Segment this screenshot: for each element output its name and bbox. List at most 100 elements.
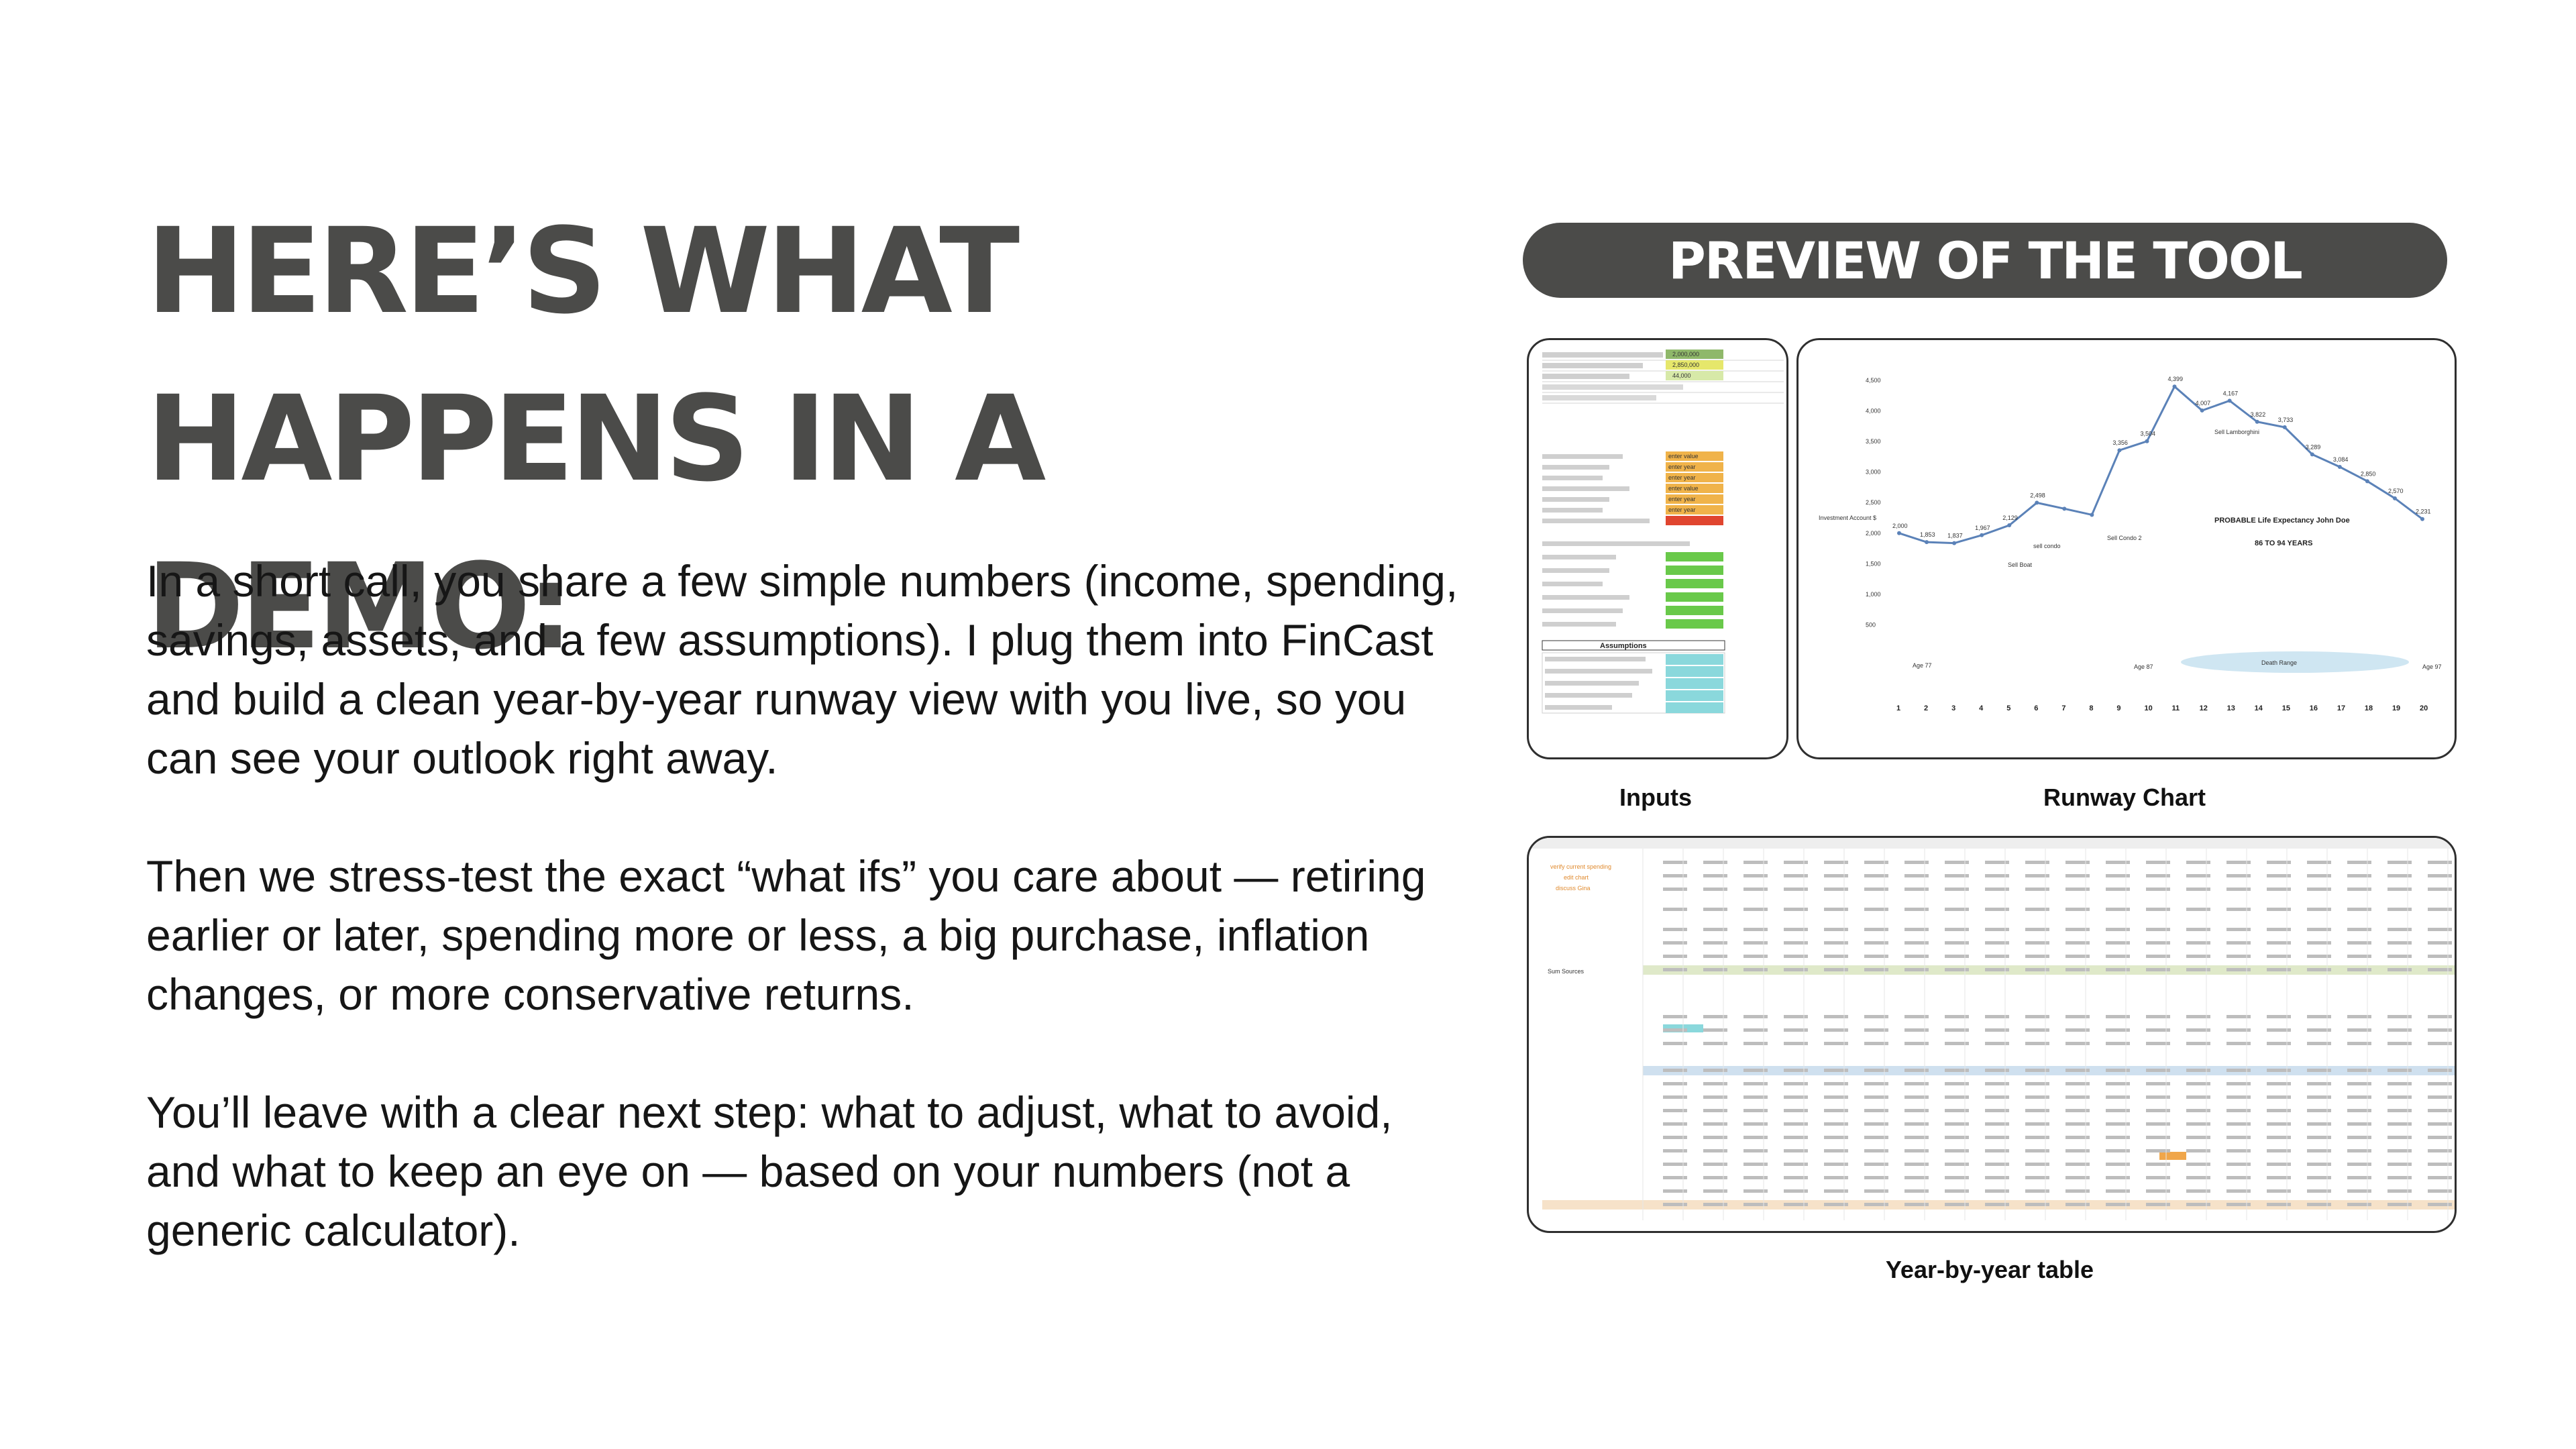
table-cell-shade bbox=[1824, 1082, 1848, 1085]
table-cell-shade bbox=[1703, 1042, 1727, 1045]
table-cell-shade bbox=[2267, 1176, 2291, 1179]
table-cell-shade bbox=[1824, 968, 1848, 971]
table-cell-shade bbox=[2186, 888, 2210, 891]
table-cell-shade bbox=[2387, 941, 2412, 945]
table-cell-shade bbox=[2307, 861, 2331, 864]
table-cell-shade bbox=[1864, 1203, 1888, 1206]
table-cell-shade bbox=[2106, 1149, 2130, 1152]
input-value-3: 44,000 bbox=[1672, 372, 1691, 379]
runway-point bbox=[2337, 465, 2342, 470]
table-cell-shade bbox=[2226, 874, 2251, 877]
table-cell-shade bbox=[2428, 874, 2452, 877]
runway-point bbox=[2310, 452, 2314, 457]
runway-point bbox=[2200, 408, 2204, 413]
table-cell-shade bbox=[2065, 968, 2090, 971]
runway-point bbox=[1952, 541, 1957, 545]
runway-point bbox=[2035, 500, 2039, 505]
table-cell-shade bbox=[2387, 1189, 2412, 1193]
table-cell-shade bbox=[1864, 1069, 1888, 1072]
table-cell-shade bbox=[2267, 1082, 2291, 1085]
table-cell-shade bbox=[1945, 908, 1969, 911]
y-tick-label: 2,500 bbox=[1866, 499, 1881, 506]
table-cell-shade bbox=[2025, 941, 2049, 945]
table-note-1: verify current spending bbox=[1550, 863, 1611, 870]
table-cell-shade bbox=[2226, 1122, 2251, 1126]
table-cell-shade bbox=[1743, 1122, 1768, 1126]
table-cell-shade bbox=[2186, 908, 2210, 911]
table-cell-shade bbox=[2025, 1163, 2049, 1166]
age-label-77: Age 77 bbox=[1913, 662, 1932, 669]
table-cell-shade bbox=[1824, 1109, 1848, 1112]
table-cell-shade bbox=[2186, 928, 2210, 931]
caption-runway-chart: Runway Chart bbox=[2043, 784, 2206, 811]
table-cell-shade bbox=[1945, 874, 1969, 877]
table-cell-shade bbox=[1904, 1203, 1929, 1206]
runway-point-label: 2,129 bbox=[2002, 515, 2018, 521]
table-cell-shade bbox=[1824, 1095, 1848, 1099]
table-cell-shade bbox=[2307, 874, 2331, 877]
table-cell-shade bbox=[2146, 928, 2170, 931]
table-cell-shade bbox=[2106, 1163, 2130, 1166]
table-cell-shade bbox=[2146, 1122, 2170, 1126]
table-cell-shade bbox=[1743, 861, 1768, 864]
x-tick-label: 7 bbox=[2061, 704, 2065, 712]
table-cell-shade bbox=[1703, 1189, 1727, 1193]
table-cell-shade bbox=[1703, 941, 1727, 945]
table-cell-shade bbox=[2065, 1163, 2090, 1166]
table-cell-shade bbox=[2428, 941, 2452, 945]
table-cell-shade bbox=[2347, 955, 2371, 958]
table-cell-shade bbox=[2307, 1109, 2331, 1112]
table-cell-shade bbox=[2146, 908, 2170, 911]
table-cell-shade bbox=[1703, 955, 1727, 958]
table-cell-shade bbox=[1985, 1042, 2009, 1045]
table-cell-shade bbox=[2387, 1015, 2412, 1018]
inputs-assumptions-title: Assumptions bbox=[1600, 642, 1647, 650]
runway-point bbox=[2365, 479, 2369, 484]
table-cell-shade bbox=[2065, 1203, 2090, 1206]
table-cell-shade bbox=[2347, 1189, 2371, 1193]
table-cell-shade bbox=[2146, 1042, 2170, 1045]
table-cell-shade bbox=[1904, 1122, 1929, 1126]
table-cell-shade bbox=[2146, 1082, 2170, 1085]
table-cell-shade bbox=[2347, 941, 2371, 945]
table-cell-shade bbox=[1784, 861, 1808, 864]
table-cell-shade bbox=[2106, 1203, 2130, 1206]
table-cell-shade bbox=[2226, 1028, 2251, 1032]
table-cell-shade bbox=[1743, 1095, 1768, 1099]
table-cell-shade bbox=[2186, 1136, 2210, 1139]
table-cell-shade bbox=[1904, 1176, 1929, 1179]
table-cell-shade bbox=[2146, 1149, 2170, 1152]
table-cell-shade bbox=[1743, 1189, 1768, 1193]
runway-point-label: 4,399 bbox=[2168, 376, 2184, 382]
table-cell-shade bbox=[2186, 1028, 2210, 1032]
runway-point-label: 2,570 bbox=[2388, 488, 2404, 494]
table-cell-shade bbox=[2025, 1082, 2049, 1085]
table-cell-shade bbox=[1743, 1203, 1768, 1206]
table-cell-shade bbox=[1985, 955, 2009, 958]
table-cell-shade bbox=[1904, 908, 1929, 911]
runway-point-label: 1,853 bbox=[1920, 531, 1935, 538]
y-tick-label: 1,500 bbox=[1866, 560, 1881, 567]
table-cell-shade bbox=[1945, 1149, 1969, 1152]
table-cell-shade bbox=[1985, 941, 2009, 945]
y-tick-label: 4,500 bbox=[1866, 377, 1881, 384]
table-cell-shade bbox=[2428, 1082, 2452, 1085]
table-cell-shade bbox=[2106, 1095, 2130, 1099]
table-cell-shade bbox=[1945, 1203, 1969, 1206]
table-cell-shade bbox=[2065, 1122, 2090, 1126]
table-cell-shade bbox=[1703, 1095, 1727, 1099]
table-cell-shade bbox=[2106, 1028, 2130, 1032]
table-cell-shade bbox=[1945, 941, 1969, 945]
table-cell-shade bbox=[1784, 1095, 1808, 1099]
table-cell-shade bbox=[2347, 1015, 2371, 1018]
x-tick-label: 17 bbox=[2337, 704, 2345, 712]
table-cell-shade bbox=[1864, 1149, 1888, 1152]
runway-point-label: 3,084 bbox=[2333, 456, 2349, 463]
table-cell-shade bbox=[2387, 874, 2412, 877]
table-cell-shade bbox=[2146, 1028, 2170, 1032]
table-cell-shade bbox=[1743, 1069, 1768, 1072]
runway-point bbox=[2282, 425, 2287, 429]
y-tick-label: 1,000 bbox=[1866, 591, 1881, 598]
chart-ylabel: Investment Account $ bbox=[1819, 515, 1876, 521]
table-cell-shade bbox=[1824, 1149, 1848, 1152]
